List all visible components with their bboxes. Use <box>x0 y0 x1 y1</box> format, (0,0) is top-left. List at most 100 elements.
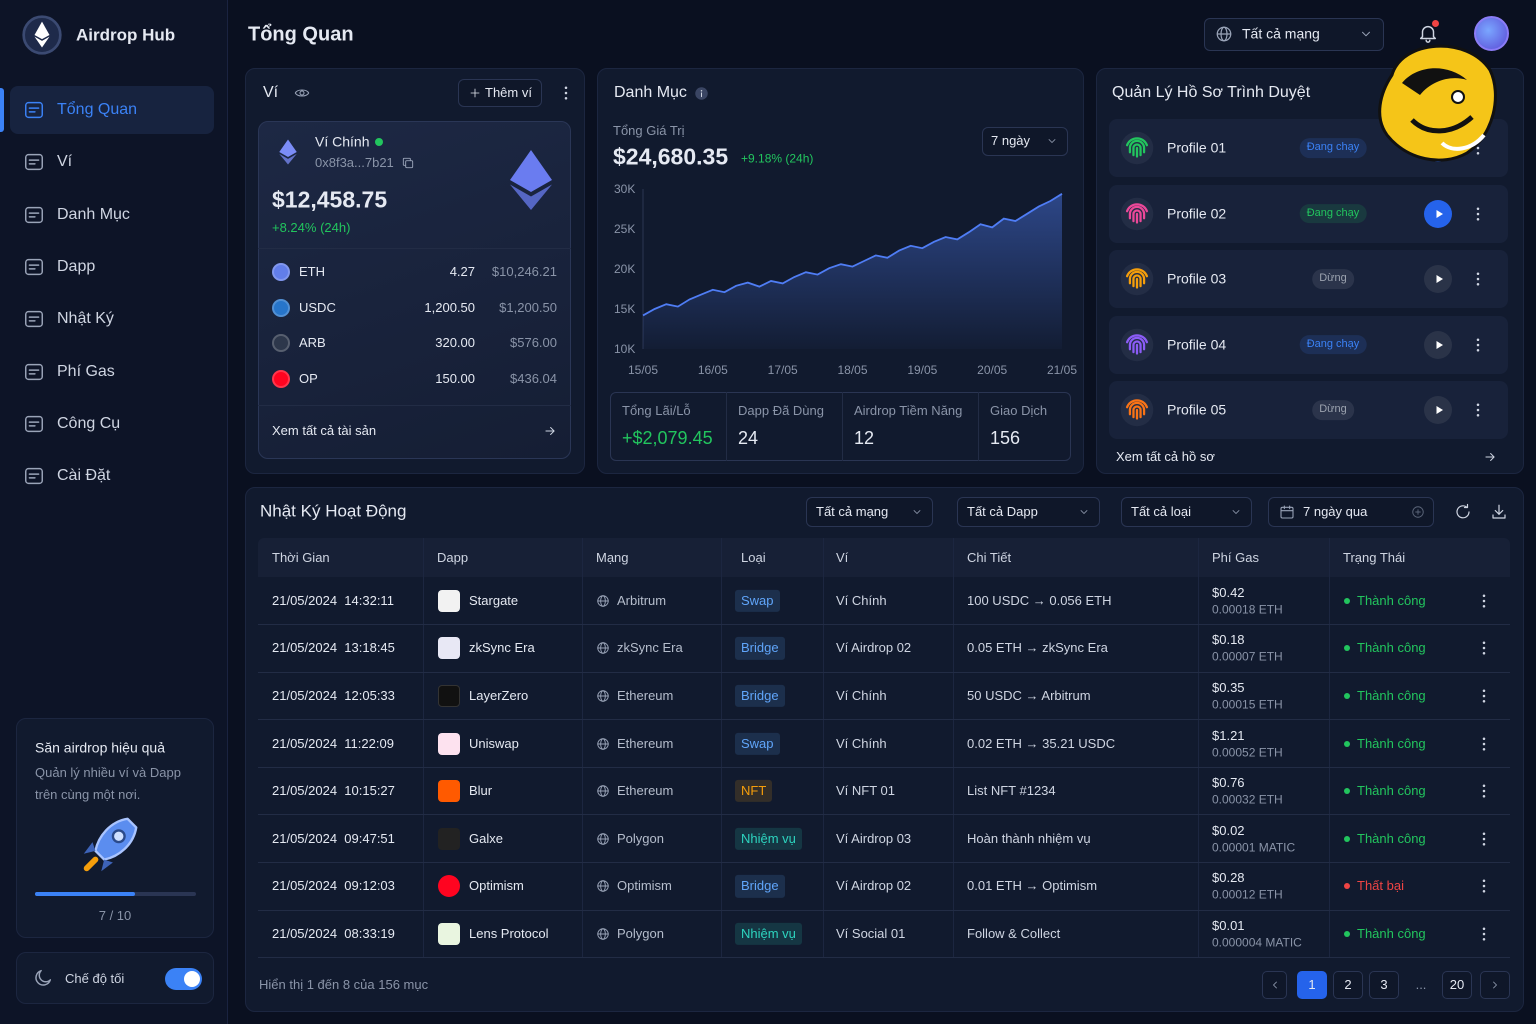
profile-menu[interactable] <box>1469 270 1487 288</box>
row-menu[interactable] <box>1475 687 1493 705</box>
network-dropdown[interactable] <box>1204 18 1384 51</box>
promo-text: Quản lý nhiều ví và Dapp trên cùng một n… <box>35 765 181 802</box>
nav-icon-svg <box>25 206 43 223</box>
nav-icon[interactable] <box>23 413 45 435</box>
divider <box>258 405 571 406</box>
wallet-eth-logo-part <box>510 150 552 192</box>
profile-menu-part <box>1476 408 1480 412</box>
row-menu-part <box>1482 832 1486 835</box>
profile-name: Profile 05 <box>1167 401 1227 418</box>
profile-menu[interactable] <box>1469 401 1487 419</box>
nav-icon[interactable] <box>23 256 45 278</box>
nav-item[interactable]: Cài Đặt <box>57 467 111 485</box>
nav-icon[interactable] <box>23 151 45 173</box>
stats-box <box>610 392 1071 461</box>
cell-network: Ethereum <box>617 735 674 751</box>
dapp-icon <box>438 923 460 945</box>
arrow-icon[interactable] <box>1483 450 1497 464</box>
cell-status: Thành công <box>1357 830 1426 846</box>
mascot-body <box>1378 44 1497 162</box>
row-menu[interactable] <box>1475 877 1493 895</box>
play-icon-part <box>1436 406 1443 414</box>
nav-item[interactable]: Dapp <box>57 257 96 275</box>
page-next[interactable] <box>1480 971 1510 999</box>
cell-network: Arbitrum <box>617 592 667 608</box>
profile-menu[interactable] <box>1469 336 1487 354</box>
page-ellipsis: ... <box>1415 976 1427 992</box>
arrow-icon[interactable] <box>543 424 557 438</box>
row-divider <box>258 862 1510 863</box>
stats-divider <box>842 392 843 461</box>
nav-icon[interactable] <box>23 361 45 383</box>
nav-icon[interactable] <box>23 99 45 121</box>
page-button[interactable] <box>1297 971 1327 999</box>
row-menu[interactable] <box>1475 735 1493 753</box>
nav-item[interactable]: Công Cụ <box>57 414 121 432</box>
wallet-menu-part <box>564 86 568 90</box>
chevron <box>1078 506 1090 518</box>
profile-menu-svg <box>1476 206 1480 221</box>
chevron-part <box>1080 510 1088 514</box>
y-tick-label: 25K <box>614 222 635 236</box>
row-menu[interactable] <box>1475 925 1493 943</box>
row-menu[interactable] <box>1475 639 1493 657</box>
stat-value: 12 <box>854 427 875 448</box>
download-icon-part <box>1492 514 1506 519</box>
eye-icon <box>294 85 310 101</box>
profiles-link[interactable]: Xem tất cả hồ sơ <box>1116 448 1215 464</box>
nav-active-bg <box>10 86 214 134</box>
rocket-part <box>83 842 96 854</box>
refresh-icon[interactable] <box>1454 503 1472 521</box>
nav-item[interactable]: Tổng Quan <box>57 101 138 118</box>
download-icon[interactable] <box>1490 503 1508 521</box>
clear-icon-svg <box>1412 506 1424 518</box>
network-icon <box>596 737 610 751</box>
arrow-icon-part <box>550 427 555 435</box>
bell-icon[interactable] <box>1417 22 1439 44</box>
nav-item[interactable]: Ví <box>57 153 73 171</box>
page-button[interactable] <box>1333 971 1363 999</box>
clear-icon[interactable] <box>1411 505 1425 519</box>
row-menu-svg <box>1482 594 1486 608</box>
add-wallet-label: Thêm ví <box>485 84 532 100</box>
network-icon <box>596 927 610 941</box>
page-button[interactable] <box>1369 971 1399 999</box>
nav-item[interactable]: Danh Mục <box>57 205 130 223</box>
row-menu-part <box>1482 742 1486 745</box>
stat-value: 24 <box>738 427 759 448</box>
profile-menu[interactable] <box>1469 205 1487 223</box>
cell-dapp: zkSync Era <box>469 640 535 656</box>
wallet-balance: $12,458.75 <box>272 186 388 213</box>
nav-icon[interactable] <box>23 204 45 226</box>
filter-dropdown[interactable] <box>1121 497 1252 527</box>
status-dot <box>1344 693 1350 699</box>
cell-gas-native: 0.000004 MATIC <box>1212 935 1302 950</box>
row-menu[interactable] <box>1475 830 1493 848</box>
nav-icon-part <box>25 363 43 380</box>
range-dropdown[interactable] <box>982 127 1068 156</box>
arrow-icon-svg <box>1485 453 1495 461</box>
chevron <box>1359 27 1373 41</box>
row-menu[interactable] <box>1475 592 1493 610</box>
wallet-link[interactable]: Xem tất cả tài sản <box>272 422 377 438</box>
cell-type: Swap <box>735 732 780 755</box>
nav-icon[interactable] <box>23 465 45 487</box>
nav-item[interactable]: Phí Gas <box>57 362 115 380</box>
filter-dropdown[interactable] <box>957 497 1100 527</box>
fingerprint-icon <box>1120 262 1154 296</box>
page-prev[interactable] <box>1262 971 1287 999</box>
dapp-icon <box>438 875 460 898</box>
row-menu[interactable] <box>1475 782 1493 800</box>
asset-icon <box>272 334 290 353</box>
profile-status: Đang chạy <box>1299 334 1367 355</box>
stat-label: Dapp Đã Dùng <box>738 402 824 418</box>
filter-dropdown[interactable] <box>1268 497 1434 527</box>
nav-item[interactable]: Nhật Ký <box>57 310 114 328</box>
nav-icon[interactable] <box>23 308 45 330</box>
avatar[interactable] <box>1474 16 1509 51</box>
cell-gas: $0.18 <box>1212 632 1245 648</box>
page-button[interactable] <box>1442 971 1472 999</box>
filter-dropdown[interactable] <box>806 497 933 527</box>
wallet-menu[interactable] <box>557 84 575 102</box>
asset-value: $1,200.50 <box>499 299 557 315</box>
